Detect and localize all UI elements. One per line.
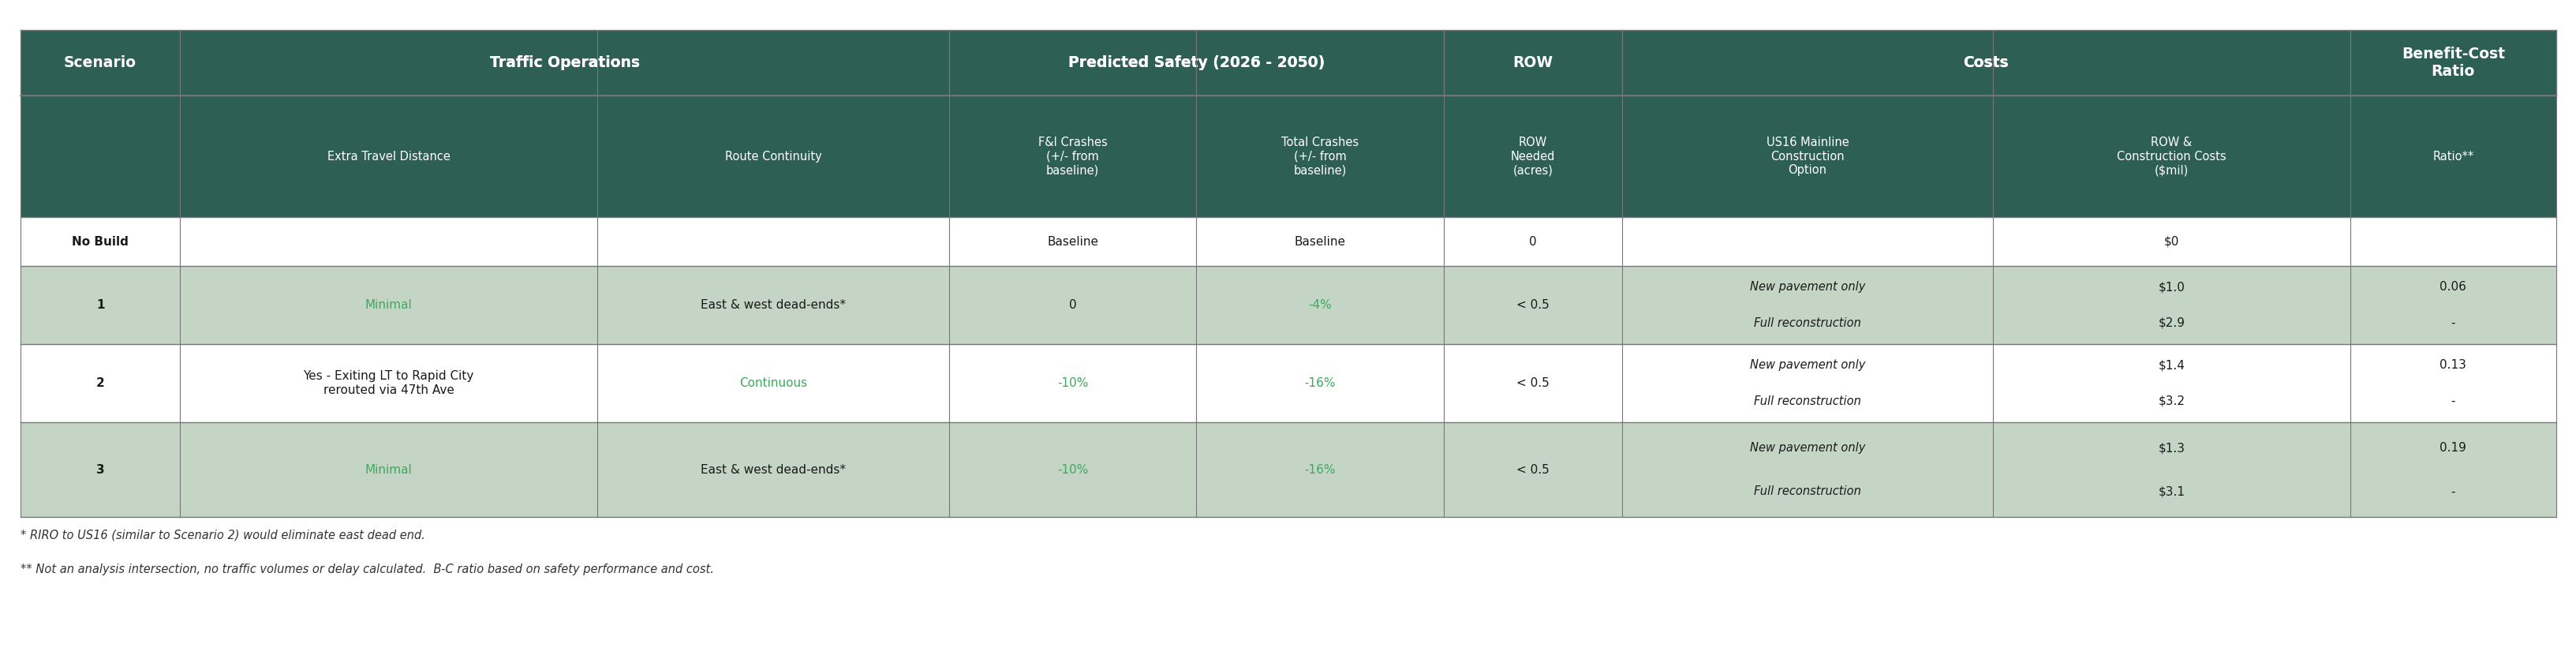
Text: $0: $0 bbox=[2164, 236, 2179, 248]
Bar bbox=[180, 30, 948, 96]
Text: Costs: Costs bbox=[1963, 55, 2009, 70]
Text: Traffic Operations: Traffic Operations bbox=[489, 55, 639, 70]
Text: < 0.5: < 0.5 bbox=[1515, 464, 1548, 476]
Text: US16 Mainline
Construction
Option: US16 Mainline Construction Option bbox=[1765, 137, 1850, 176]
Text: 0.13: 0.13 bbox=[2439, 359, 2465, 371]
Text: $1.4: $1.4 bbox=[2159, 359, 2184, 371]
Text: Minimal: Minimal bbox=[366, 299, 412, 311]
Bar bbox=[180, 96, 598, 217]
Bar bbox=[21, 422, 2555, 517]
Text: -: - bbox=[2450, 317, 2455, 329]
Text: -4%: -4% bbox=[1309, 299, 1332, 311]
Text: Benefit-Cost
Ratio: Benefit-Cost Ratio bbox=[2401, 46, 2504, 79]
Bar bbox=[1443, 96, 1623, 217]
Text: Ratio**: Ratio** bbox=[2432, 150, 2473, 162]
Bar bbox=[21, 30, 180, 96]
Text: 1: 1 bbox=[95, 299, 106, 311]
Text: New pavement only: New pavement only bbox=[1749, 359, 1865, 371]
Bar bbox=[1623, 96, 1991, 217]
Text: Full reconstruction: Full reconstruction bbox=[1754, 317, 1860, 329]
Text: 0.06: 0.06 bbox=[2439, 281, 2465, 293]
Text: -16%: -16% bbox=[1303, 378, 1334, 389]
Bar bbox=[180, 30, 948, 96]
Text: $1.0: $1.0 bbox=[2159, 281, 2184, 293]
Bar bbox=[21, 266, 2555, 344]
Text: 0.19: 0.19 bbox=[2439, 442, 2465, 454]
Text: Full reconstruction: Full reconstruction bbox=[1754, 486, 1860, 498]
Text: Route Continuity: Route Continuity bbox=[724, 150, 822, 162]
Text: East & west dead-ends*: East & west dead-ends* bbox=[701, 299, 845, 311]
Text: < 0.5: < 0.5 bbox=[1515, 299, 1548, 311]
Bar bbox=[1623, 30, 2349, 96]
Text: < 0.5: < 0.5 bbox=[1515, 378, 1548, 389]
Text: 3: 3 bbox=[95, 464, 106, 476]
Bar bbox=[2349, 96, 2555, 217]
Text: Predicted Safety (2026 - 2050): Predicted Safety (2026 - 2050) bbox=[1066, 55, 1324, 70]
Bar bbox=[21, 344, 2555, 422]
Text: Scenario: Scenario bbox=[64, 55, 137, 70]
Text: ROW
Needed
(acres): ROW Needed (acres) bbox=[1510, 137, 1556, 176]
Bar bbox=[21, 217, 2555, 266]
Text: New pavement only: New pavement only bbox=[1749, 442, 1865, 454]
Bar bbox=[948, 30, 1443, 96]
Text: Yes - Exiting LT to Rapid City
rerouted via 47th Ave: Yes - Exiting LT to Rapid City rerouted … bbox=[304, 370, 474, 396]
Bar bbox=[2349, 30, 2555, 96]
Text: Minimal: Minimal bbox=[366, 464, 412, 476]
Text: Traffic Operations: Traffic Operations bbox=[489, 55, 639, 70]
Text: 2: 2 bbox=[95, 378, 106, 389]
Bar bbox=[948, 30, 1443, 96]
Text: No Build: No Build bbox=[72, 236, 129, 248]
Text: -16%: -16% bbox=[1303, 464, 1334, 476]
Text: -10%: -10% bbox=[1056, 378, 1087, 389]
Text: ** Not an analysis intersection, no traffic volumes or delay calculated.  B-C ra: ** Not an analysis intersection, no traf… bbox=[21, 563, 714, 575]
Text: $3.2: $3.2 bbox=[2159, 395, 2184, 407]
Text: Baseline: Baseline bbox=[1046, 236, 1097, 248]
Text: Continuous: Continuous bbox=[739, 378, 806, 389]
Text: New pavement only: New pavement only bbox=[1749, 281, 1865, 293]
Text: $2.9: $2.9 bbox=[2159, 317, 2184, 329]
Text: $1.3: $1.3 bbox=[2159, 442, 2184, 454]
Text: Total Crashes
(+/- from
baseline): Total Crashes (+/- from baseline) bbox=[1280, 137, 1358, 176]
Text: East & west dead-ends*: East & west dead-ends* bbox=[701, 464, 845, 476]
Bar bbox=[598, 96, 948, 217]
Text: -: - bbox=[2450, 395, 2455, 407]
Text: F&I Crashes
(+/- from
baseline): F&I Crashes (+/- from baseline) bbox=[1038, 137, 1108, 176]
Bar bbox=[1443, 30, 1623, 96]
Text: 0: 0 bbox=[1069, 299, 1077, 311]
Text: Predicted Safety (2026 - 2050): Predicted Safety (2026 - 2050) bbox=[1066, 55, 1324, 70]
Text: $3.1: $3.1 bbox=[2159, 486, 2184, 498]
Text: 0: 0 bbox=[1528, 236, 1535, 248]
Text: -: - bbox=[2450, 486, 2455, 498]
Text: Extra Travel Distance: Extra Travel Distance bbox=[327, 150, 451, 162]
Text: Full reconstruction: Full reconstruction bbox=[1754, 395, 1860, 407]
Text: * RIRO to US16 (similar to Scenario 2) would eliminate east dead end.: * RIRO to US16 (similar to Scenario 2) w… bbox=[21, 529, 425, 541]
Bar bbox=[21, 96, 180, 217]
Bar bbox=[1623, 30, 2349, 96]
Text: Baseline: Baseline bbox=[1293, 236, 1345, 248]
Text: -10%: -10% bbox=[1056, 464, 1087, 476]
Text: Costs: Costs bbox=[1963, 55, 2009, 70]
Text: ROW &
Construction Costs
($mil): ROW & Construction Costs ($mil) bbox=[2117, 137, 2226, 176]
Bar bbox=[948, 96, 1195, 217]
Text: ROW: ROW bbox=[1512, 55, 1553, 70]
Bar bbox=[1195, 96, 1443, 217]
Bar bbox=[1991, 96, 2349, 217]
